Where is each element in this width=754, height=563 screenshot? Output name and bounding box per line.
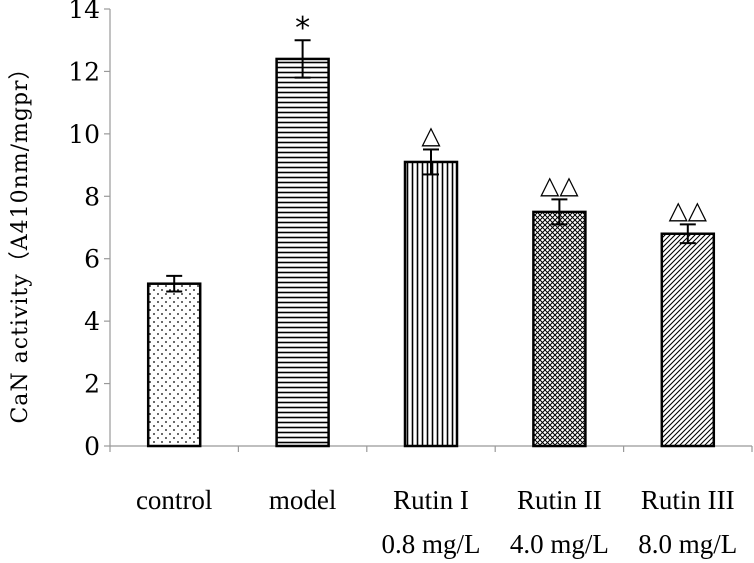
significance-mark: △△ xyxy=(669,195,708,224)
category-label: Rutin III xyxy=(641,485,735,515)
y-tick-label: 8 xyxy=(84,182,100,211)
bar-rutin-i xyxy=(403,160,459,448)
labels-group: control * model △ Rutin I 0.8 mg/L △△ Rutin II 4… xyxy=(136,11,737,559)
significance-mark: * xyxy=(295,11,310,46)
y-tick-label: 2 xyxy=(84,370,100,399)
category-label: control xyxy=(136,485,212,515)
bar-rutin-ii xyxy=(532,210,587,448)
dose-label: 4.0 mg/L xyxy=(510,529,609,559)
y-axis-title: CaN activity（A410nm/mgpr） xyxy=(8,56,33,423)
y-tick-label: 14 xyxy=(68,0,100,24)
category-label: Rutin II xyxy=(517,485,602,515)
dose-label: 0.8 mg/L xyxy=(382,529,481,559)
y-tick-label: 12 xyxy=(68,57,100,86)
significance-mark: △△ xyxy=(540,170,579,199)
bar-model xyxy=(275,57,330,448)
axes: 0 2 4 6 8 10 12 14 xyxy=(68,0,753,461)
significance-mark: △ xyxy=(421,120,441,149)
bar-control xyxy=(146,282,202,448)
y-tick-label: 10 xyxy=(68,120,100,149)
y-tick-label: 0 xyxy=(84,432,100,461)
bars-group xyxy=(146,39,716,448)
category-label: Rutin I xyxy=(393,485,469,515)
bar-rutin-iii xyxy=(660,232,716,448)
category-label: model xyxy=(269,485,337,515)
y-tick-label: 6 xyxy=(84,245,100,274)
y-tick-label: 4 xyxy=(84,307,100,336)
dose-label: 8.0 mg/L xyxy=(638,529,737,559)
